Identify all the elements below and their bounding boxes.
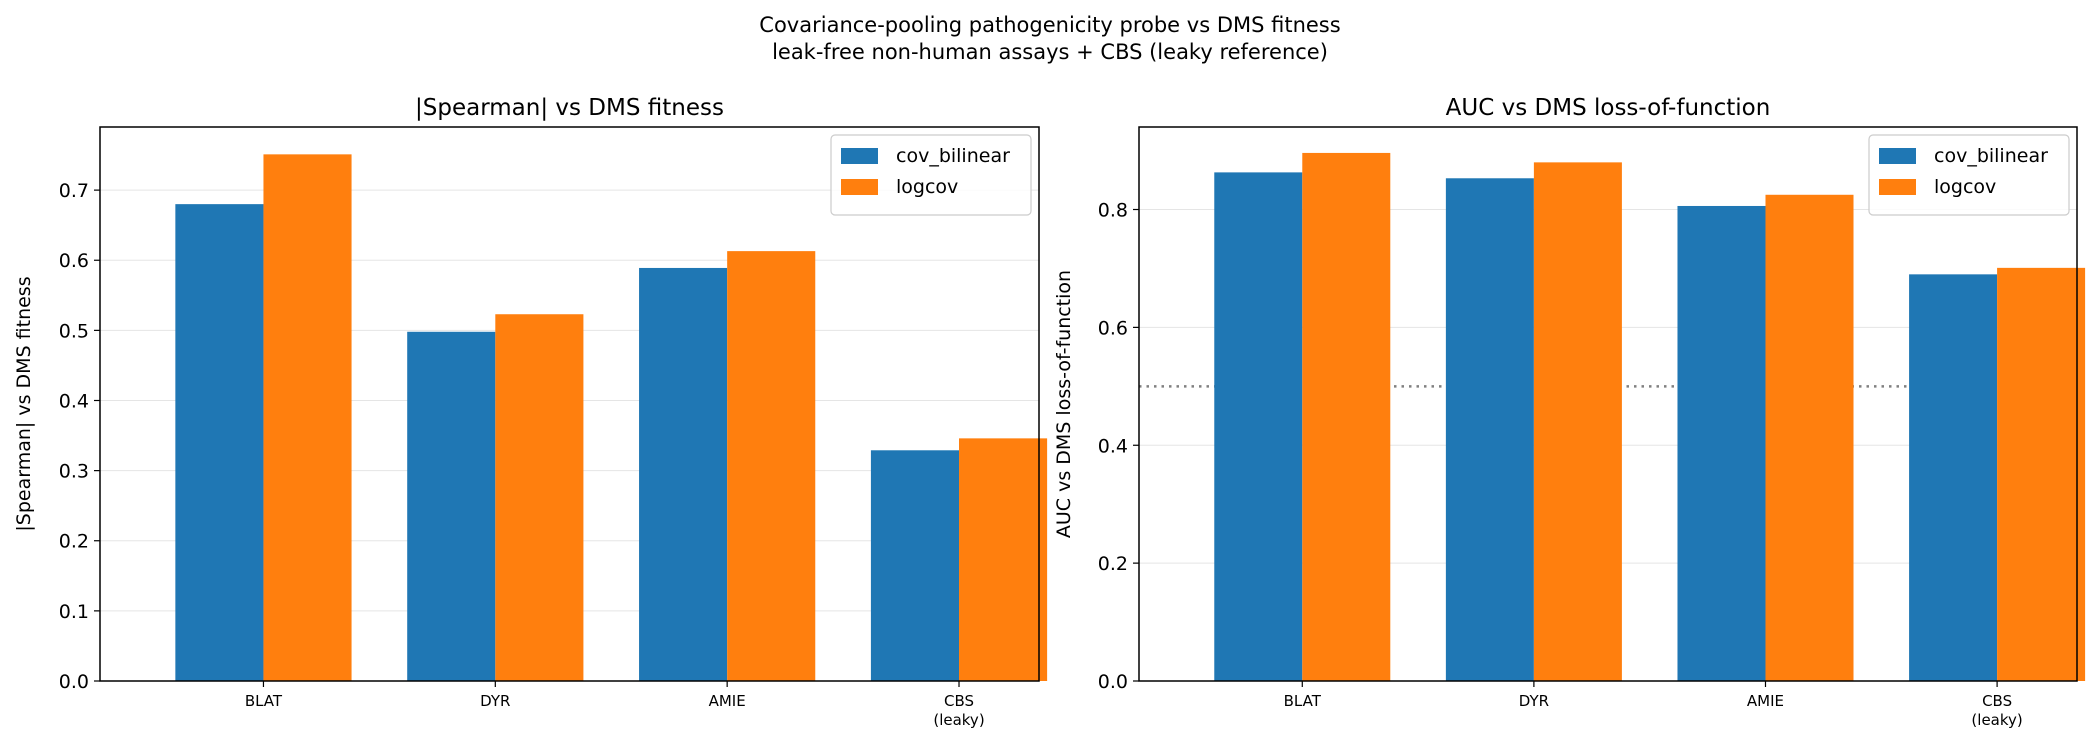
legend-swatch-logcov xyxy=(841,179,878,195)
bar-cov_bilinear xyxy=(1214,172,1303,681)
chart-panel-1: 0.0 0.1 0.2 0.3 0.4 0.5 0.6 0.7 BLAT DYR AMIE CBS(l… xyxy=(13,95,1048,729)
bar-logcov xyxy=(959,438,1048,681)
y-tick-label: 0.3 xyxy=(59,461,89,483)
bar-logcov xyxy=(1533,162,1622,682)
bar-cov_bilinear xyxy=(175,204,264,682)
x-tick-label: AMIE xyxy=(709,692,746,710)
y-tick-label: 0.6 xyxy=(59,250,89,272)
y-tick-label: 0.4 xyxy=(59,390,89,412)
y-axis-label: AUC vs DMS loss-of-function xyxy=(1053,270,1075,538)
bar-logcov xyxy=(495,314,584,681)
bar-logcov xyxy=(1765,194,1854,681)
legend-label-cov_bilinear: cov_bilinear xyxy=(896,145,1010,167)
bar-logcov xyxy=(1302,152,1391,682)
y-tick-label: 0.8 xyxy=(1098,200,1128,222)
y-tick-label: 0.1 xyxy=(59,601,89,623)
y-tick-label: 0.0 xyxy=(1098,671,1128,693)
legend-label-cov_bilinear: cov_bilinear xyxy=(1934,145,2048,167)
x-tick-label: CBS xyxy=(1982,692,2012,710)
x-tick-label: CBS xyxy=(944,692,974,710)
y-tick-label: 0.7 xyxy=(59,180,89,202)
y-axis-label: |Spearman| vs DMS fitness xyxy=(13,276,35,531)
y-tick-label: 0.4 xyxy=(1098,435,1128,457)
y-tick-label: 0.5 xyxy=(59,320,89,342)
y-tick-label: 0.0 xyxy=(59,671,89,693)
x-tick-label: (leaky) xyxy=(933,711,984,729)
y-tick-label: 0.2 xyxy=(59,531,89,553)
x-tick-label: BLAT xyxy=(1284,692,1322,710)
y-tick-label: 0.2 xyxy=(1098,553,1128,575)
legend-swatch-cov_bilinear xyxy=(1879,148,1916,164)
chart-title: |Spearman| vs DMS fitness xyxy=(415,95,724,121)
chart-panel-2: 0.0 0.2 0.4 0.6 0.8 BLAT DYR AMIE CBS(leaky) AUC … xyxy=(1053,95,2086,729)
x-tick-label: DYR xyxy=(480,692,510,710)
bar-cov_bilinear xyxy=(639,267,728,681)
x-tick-label: BLAT xyxy=(245,692,283,710)
bar-cov_bilinear xyxy=(1909,274,1998,681)
figure-title: Covariance-pooling pathogenicity probe v… xyxy=(759,13,1341,37)
axes-frame xyxy=(1138,126,2078,682)
legend-label-logcov: logcov xyxy=(896,176,958,198)
x-tick-label: (leaky) xyxy=(1971,711,2022,729)
x-tick-label: AMIE xyxy=(1747,692,1784,710)
bar-cov_bilinear xyxy=(870,450,960,681)
legend-swatch-logcov xyxy=(1879,179,1916,195)
y-tick-label: 0.6 xyxy=(1098,317,1128,339)
bar-logcov xyxy=(1997,267,2086,681)
bar-cov_bilinear xyxy=(1677,205,1766,681)
figure-subtitle: leak-free non-human assays + CBS (leaky … xyxy=(772,40,1328,64)
legend-swatch-cov_bilinear xyxy=(841,148,878,164)
bar-logcov xyxy=(263,154,352,681)
legend-box xyxy=(830,134,1032,216)
bar-cov_bilinear xyxy=(1445,178,1534,681)
bar-cov_bilinear xyxy=(407,331,496,681)
legend-label-logcov: logcov xyxy=(1934,176,1996,198)
bar-logcov xyxy=(727,251,816,681)
x-tick-label: DYR xyxy=(1519,692,1549,710)
legend-box xyxy=(1868,134,2070,216)
chart-title: AUC vs DMS loss-of-function xyxy=(1446,95,1771,121)
axes-frame xyxy=(99,126,1040,682)
